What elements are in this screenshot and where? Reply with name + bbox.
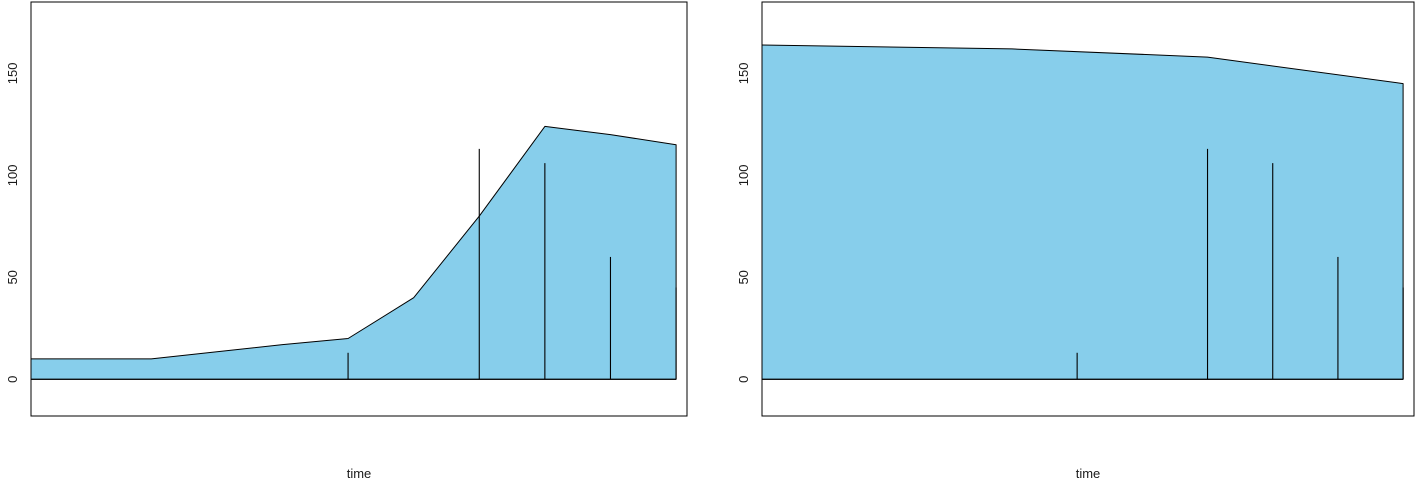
plot-area: [31, 125, 677, 380]
y-tick-label: 0: [5, 376, 20, 383]
plot-frame: [761, 1, 1415, 417]
envelope-area: [31, 125, 677, 380]
y-tick-label: 100: [736, 164, 751, 186]
y-tick-label: 150: [5, 63, 20, 85]
chart-panel-left: 01:0006:0011:0016:0021:00050100150time: [5, 1, 688, 481]
envelope-area: [762, 44, 1404, 380]
plot-frame: [30, 1, 688, 417]
y-tick-label: 0: [736, 376, 751, 383]
plot-area: [762, 44, 1404, 380]
y-tick-label: 50: [736, 270, 751, 284]
y-tick-label: 100: [5, 164, 20, 186]
y-tick-label: 50: [5, 270, 20, 284]
x-axis-title: time: [347, 466, 372, 481]
x-axis-title: time: [1076, 466, 1101, 481]
y-tick-label: 150: [736, 63, 751, 85]
